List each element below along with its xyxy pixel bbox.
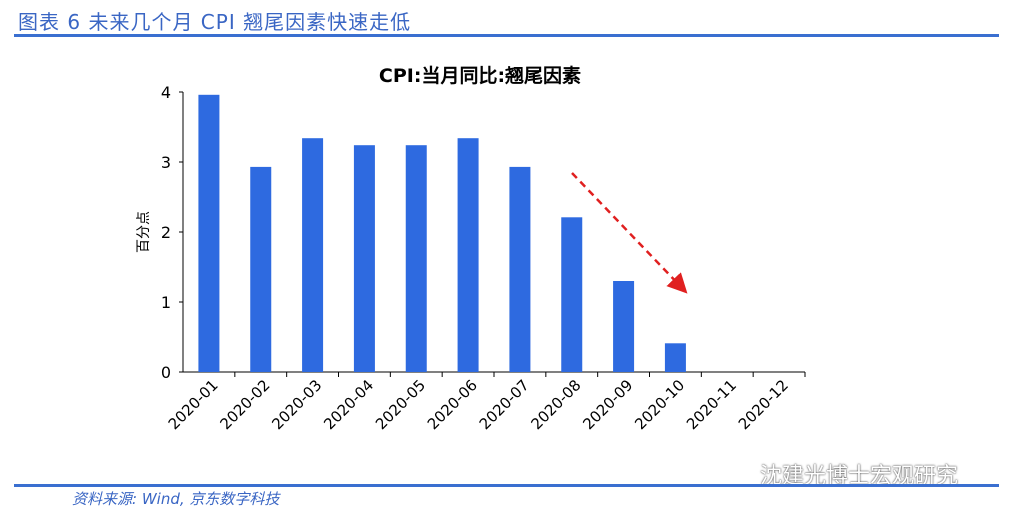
bar [353,145,375,372]
x-tick-label: 2020-04 [320,376,377,433]
bar [198,94,220,373]
trend-arrow [571,172,688,294]
x-tick-label: 2020-01 [165,376,222,433]
y-tick-label: 3 [161,153,171,172]
y-tick-label: 4 [161,83,171,102]
y-tick-label: 0 [161,363,171,382]
x-tick-label: 2020-03 [268,376,325,433]
x-tick-label: 2020-12 [735,376,792,433]
chart-title: CPI:当月同比:翘尾因素 [379,64,581,87]
x-tick-label: 2020-07 [476,376,533,433]
x-tick-label: 2020-11 [683,376,740,433]
y-tick-label: 2 [161,223,171,242]
x-tick-label: 2020-05 [372,376,429,433]
x-tick-label: 2020-02 [217,376,274,433]
bottom-rule [14,484,999,487]
source-note: 资料来源: Wind, 京东数字科技 [72,490,280,508]
top-rule [14,34,999,37]
y-axis-label: 百分点 [136,211,152,253]
bar [302,138,324,372]
x-tick-label: 2020-06 [424,376,481,433]
y-tick-label: 1 [161,293,171,312]
figure-title: 图表 6 未来几个月 CPI 翘尾因素快速走低 [18,10,412,34]
bar [509,166,531,372]
bar [664,343,686,372]
bar [250,166,272,372]
bar [457,138,479,372]
bar [561,217,583,372]
x-tick-label: 2020-10 [631,376,688,433]
x-tick-label: 2020-08 [528,376,585,433]
bar [405,145,427,372]
bar [613,281,635,372]
x-tick-label: 2020-09 [579,376,636,433]
